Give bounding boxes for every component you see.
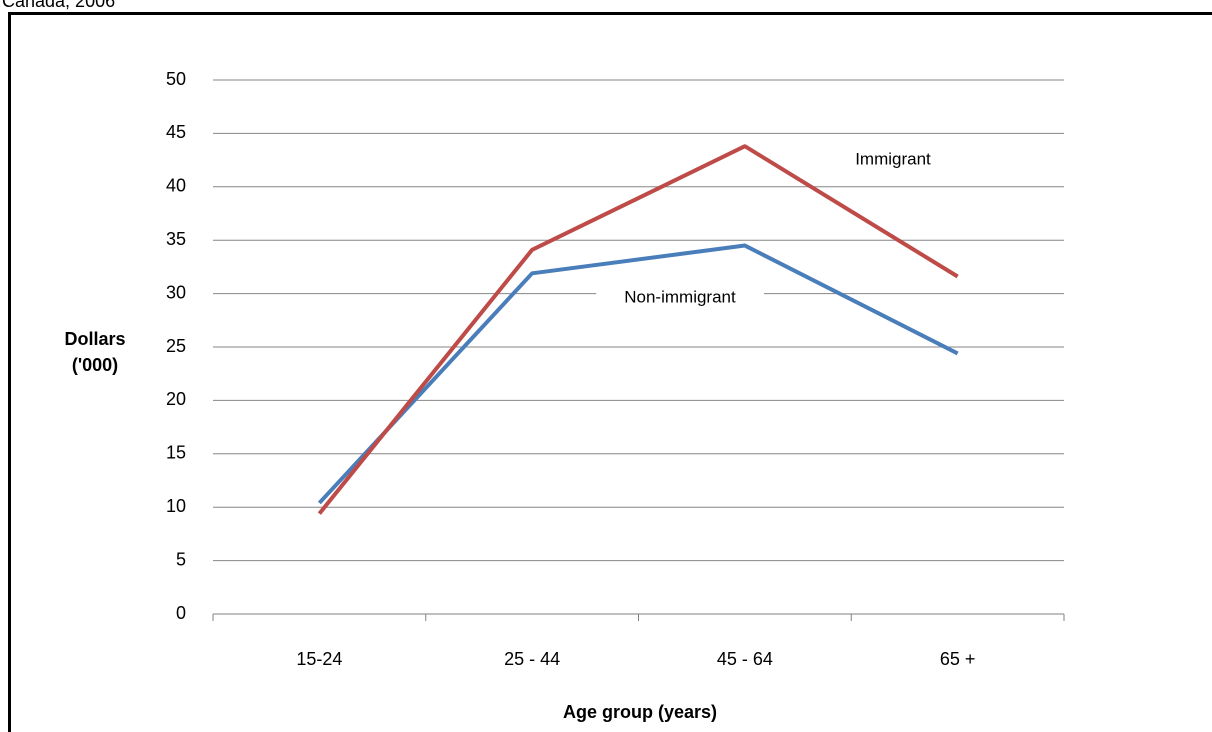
y-tick-label: 35	[166, 229, 186, 249]
series-label: Immigrant	[855, 149, 931, 168]
series-label: Non-immigrant	[624, 287, 736, 306]
y-axis-title: Dollars	[64, 329, 125, 349]
series-line	[317, 243, 959, 505]
y-tick-label: 30	[166, 282, 186, 302]
y-axis-title: ('000)	[72, 355, 118, 375]
y-tick-label: 45	[166, 122, 186, 142]
y-tick-label: 10	[166, 496, 186, 516]
series-label-bg	[827, 145, 960, 173]
x-tick-label: 15-24	[296, 649, 342, 669]
y-tick-label: 25	[166, 336, 186, 356]
x-tick-label: 45 - 64	[717, 649, 773, 669]
y-tick-label: 5	[176, 549, 186, 569]
series-label-bg	[596, 283, 765, 311]
x-axis-title: Age group (years)	[563, 702, 717, 722]
y-tick-label: 20	[166, 389, 186, 409]
y-tick-label: 0	[176, 603, 186, 623]
y-tick-label: 40	[166, 176, 186, 196]
y-tick-label: 15	[166, 443, 186, 463]
x-tick-label: 65 +	[940, 649, 976, 669]
y-tick-label: 50	[166, 69, 186, 89]
series-line	[317, 144, 959, 515]
x-tick-label: 25 - 44	[504, 649, 560, 669]
chart-title: Canada, 2006	[2, 0, 115, 11]
chart-frame	[8, 12, 1212, 732]
